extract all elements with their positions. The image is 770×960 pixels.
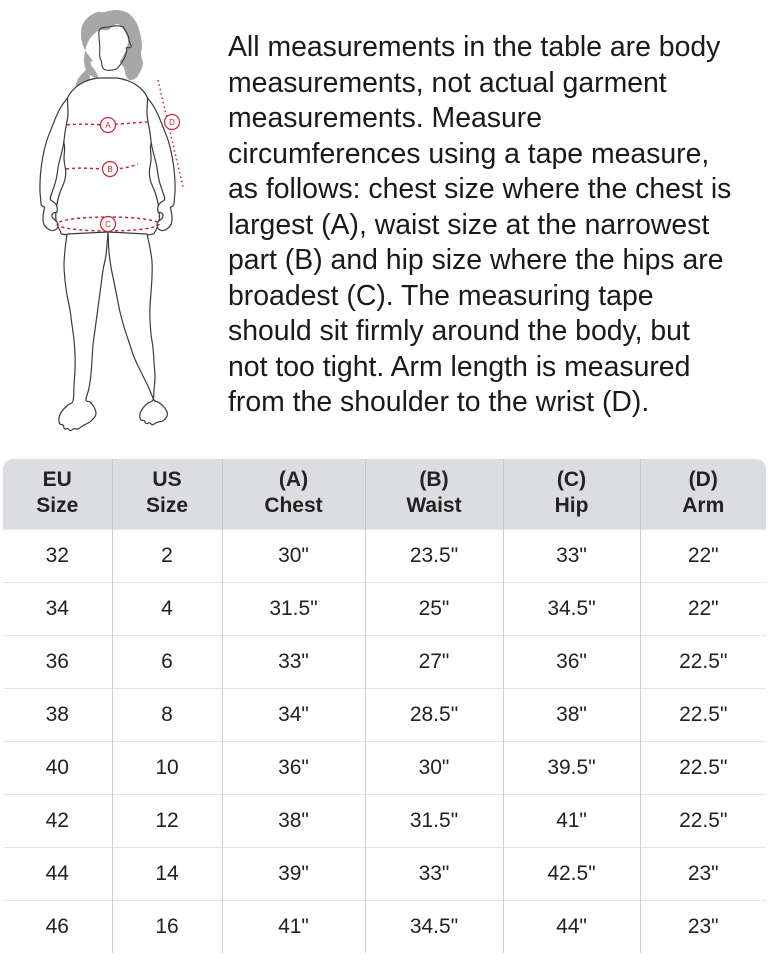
svg-text:D: D: [169, 118, 175, 127]
svg-text:B: B: [107, 165, 112, 174]
svg-text:A: A: [105, 121, 111, 130]
svg-text:C: C: [105, 220, 111, 229]
